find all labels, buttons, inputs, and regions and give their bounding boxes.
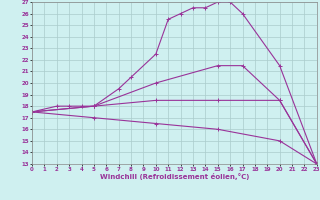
X-axis label: Windchill (Refroidissement éolien,°C): Windchill (Refroidissement éolien,°C) [100, 173, 249, 180]
